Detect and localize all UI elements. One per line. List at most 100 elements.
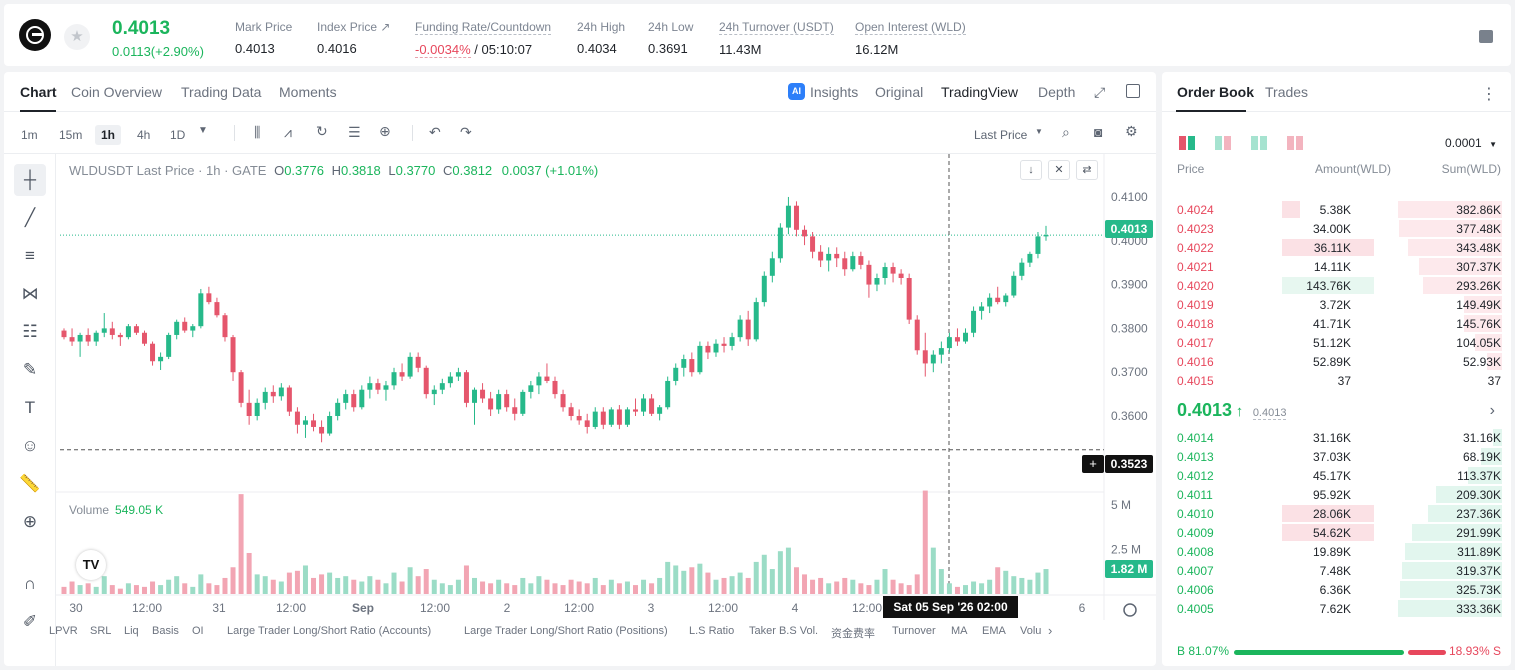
tab-chart[interactable]: Chart <box>20 84 57 100</box>
price-type-dropdown-icon[interactable]: ▼ <box>1035 127 1043 136</box>
indicator-basis[interactable]: Basis <box>152 625 179 637</box>
guide-book-icon[interactable] <box>1479 30 1493 43</box>
bid-row[interactable]: 0.4011 95.92K 209.30K <box>1162 485 1511 504</box>
ask-row[interactable]: 0.4024 5.38K 382.86K <box>1162 200 1511 219</box>
add-indicator-icon[interactable]: ⊕ <box>379 123 391 139</box>
price-type-select[interactable]: Last Price <box>974 128 1028 142</box>
index-price-stat[interactable]: Index Price ↗ 0.4016 <box>317 20 390 56</box>
candle-type-icon[interactable]: ⫼ <box>254 124 261 140</box>
ask-row[interactable]: 0.4018 41.71K 145.76K <box>1162 314 1511 333</box>
indicator-srl[interactable]: SRL <box>90 625 112 637</box>
precision-select[interactable]: 0.0001 ▼ <box>1445 136 1497 150</box>
bid-row[interactable]: 0.4012 45.17K 113.37K <box>1162 466 1511 485</box>
candlestick-chart[interactable]: 0.41000.40000.39000.38000.37000.36000.35… <box>4 72 1156 666</box>
tab-order-book[interactable]: Order Book <box>1177 84 1255 100</box>
interval-dropdown-icon[interactable]: ▼ <box>198 125 208 136</box>
indicator-funding-rate[interactable]: 资金费率 <box>831 628 875 640</box>
indicator-volume[interactable]: Volu <box>1020 625 1042 637</box>
bid-row[interactable]: 0.4006 6.36K 325.73K <box>1162 580 1511 599</box>
ruler-tool-icon[interactable]: 📏 <box>19 474 41 493</box>
chevron-right-icon[interactable]: › <box>1489 402 1495 419</box>
layout-both-alt-icon[interactable] <box>1215 136 1231 150</box>
indicator-ls-positions[interactable]: Large Trader Long/Short Ratio (Positions… <box>464 625 668 637</box>
axis-settings-icon[interactable] <box>1123 603 1137 617</box>
refresh-icon[interactable]: ⇄ <box>1076 160 1098 180</box>
collapse-icon[interactable]: ✕ <box>1048 160 1070 180</box>
favorite-star-icon[interactable]: ★ <box>64 24 90 50</box>
candle-body <box>1035 236 1041 254</box>
volume-bar <box>69 581 75 594</box>
candle-body <box>230 337 236 373</box>
bid-row[interactable]: 0.4008 19.89K 311.89K <box>1162 542 1511 561</box>
layout-bids-icon[interactable] <box>1251 136 1267 150</box>
tab-trading-data[interactable]: Trading Data <box>181 84 262 100</box>
view-depth[interactable]: Depth <box>1038 84 1076 100</box>
indicator-turnover[interactable]: Turnover <box>892 625 936 637</box>
expand-icon[interactable]: ⤢ <box>1094 84 1106 100</box>
brush-tool-icon[interactable]: ✎ <box>22 360 38 379</box>
mid-price-row[interactable]: 0.4013 ↑ 0.4013 <box>1177 400 1287 421</box>
template-icon[interactable]: ☰ <box>348 124 361 140</box>
scroll-down-icon[interactable]: ↓ <box>1020 160 1042 180</box>
replay-icon[interactable]: ↻ <box>316 123 328 139</box>
redo-icon[interactable]: ↷ <box>460 124 472 140</box>
ask-row[interactable]: 0.4023 34.00K 377.48K <box>1162 219 1511 238</box>
ask-row[interactable]: 0.4016 52.89K 52.93K <box>1162 352 1511 371</box>
layout-both-icon[interactable] <box>1179 136 1195 150</box>
interval-4h[interactable]: 4h <box>137 128 151 142</box>
trendline-tool-icon[interactable]: ╱ <box>24 208 36 227</box>
indicator-oi[interactable]: OI <box>192 625 204 637</box>
undo-icon[interactable]: ↶ <box>429 124 441 140</box>
bid-row[interactable]: 0.4014 31.16K 31.16K <box>1162 428 1511 447</box>
bid-row[interactable]: 0.4009 54.62K 291.99K <box>1162 523 1511 542</box>
ask-row[interactable]: 0.4017 51.12K 104.05K <box>1162 333 1511 352</box>
window-icon[interactable] <box>1126 84 1140 98</box>
view-insights[interactable]: Insights <box>810 84 859 100</box>
bid-row[interactable]: 0.4007 7.48K 319.37K <box>1162 561 1511 580</box>
more-options-icon[interactable]: ⋮ <box>1481 86 1497 103</box>
fibonacci-tool-icon[interactable]: ☷ <box>22 322 38 341</box>
bid-row[interactable]: 0.4013 37.03K 68.19K <box>1162 447 1511 466</box>
ask-row[interactable]: 0.4020 143.76K 293.26K <box>1162 276 1511 295</box>
indicator-liq[interactable]: Liq <box>124 625 139 637</box>
layout-asks-icon[interactable] <box>1287 136 1303 150</box>
bid-row[interactable]: 0.4010 28.06K 237.36K <box>1162 504 1511 523</box>
indicator-next-icon[interactable]: › <box>1048 623 1053 638</box>
settings-gear-icon[interactable]: ⚙ <box>1125 123 1138 139</box>
interval-1d[interactable]: 1D <box>170 128 186 142</box>
tab-trades[interactable]: Trades <box>1265 84 1309 100</box>
ask-row[interactable]: 0.4021 14.11K 307.37K <box>1162 257 1511 276</box>
funding-rate-stat[interactable]: Funding Rate/Countdown -0.0034% / 05:10:… <box>415 20 552 58</box>
bid-row[interactable]: 0.4005 7.62K 333.36K <box>1162 599 1511 618</box>
indicator-ma[interactable]: MA <box>951 625 968 637</box>
view-original[interactable]: Original <box>875 84 924 100</box>
tab-moments[interactable]: Moments <box>279 84 337 100</box>
ask-row[interactable]: 0.4015 37 37 <box>1162 371 1511 390</box>
indicator-chart-icon[interactable]: ⩘ <box>284 124 292 140</box>
indicator-ls-accounts[interactable]: Large Trader Long/Short Ratio (Accounts) <box>227 625 432 637</box>
interval-15m[interactable]: 15m <box>59 128 83 142</box>
pencil-lock-tool-icon[interactable]: ✐ <box>22 612 38 631</box>
indicator-taker-vol[interactable]: Taker B.S Vol. <box>749 625 819 637</box>
ask-row[interactable]: 0.4019 3.72K 149.49K <box>1162 295 1511 314</box>
crosshair-tool-icon[interactable]: ┼ <box>14 164 46 196</box>
search-icon[interactable]: ⌕ <box>1062 124 1070 140</box>
horizontal-lines-tool-icon[interactable]: ≡ <box>25 246 35 265</box>
tab-coin-overview[interactable]: Coin Overview <box>71 84 163 100</box>
zoom-in-tool-icon[interactable]: ⊕ <box>22 512 38 531</box>
interval-1h[interactable]: 1h <box>95 125 122 145</box>
depth-amount-bar <box>1282 201 1300 218</box>
ask-row[interactable]: 0.4022 36.11K 343.48K <box>1162 238 1511 257</box>
pattern-tool-icon[interactable]: ⋈ <box>21 284 39 303</box>
row-sum: 311.89K <box>1457 545 1501 559</box>
interval-1m[interactable]: 1m <box>21 128 38 142</box>
magnet-tool-icon[interactable]: ∩ <box>23 574 37 593</box>
text-tool-icon[interactable]: T <box>24 398 36 417</box>
emoji-tool-icon[interactable]: ☺ <box>21 436 39 455</box>
indicator-ema[interactable]: EMA <box>982 625 1006 637</box>
camera-icon[interactable]: ◙ <box>1094 124 1103 140</box>
crosshair-add-icon[interactable]: + <box>1082 455 1104 473</box>
view-tradingview[interactable]: TradingView <box>941 84 1019 100</box>
indicator-lpvr[interactable]: LPVR <box>49 625 78 637</box>
indicator-ls-ratio[interactable]: L.S Ratio <box>689 625 735 637</box>
